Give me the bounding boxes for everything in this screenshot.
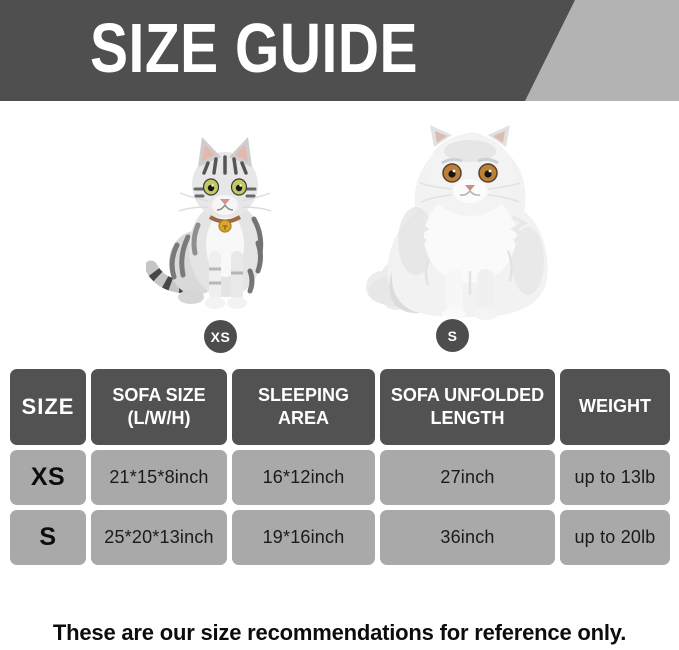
table-cell-unfolded-length-xs: 27inch bbox=[380, 450, 555, 505]
column-header-sleeping-area: SLEEPING AREA bbox=[232, 369, 375, 445]
disclaimer-text: These are our size recommendations for r… bbox=[52, 620, 627, 645]
table-cell-weight-xs: up to 13lb bbox=[560, 450, 670, 505]
table-cell-sofa-size-s: 25*20*13inch bbox=[91, 510, 227, 565]
size-badge-s-label: S bbox=[447, 327, 458, 344]
column-header-sofa-unfolded-length: SOFA UNFOLDED LENGTH bbox=[380, 369, 555, 445]
table-cell-sleeping-area-s: 19*16inch bbox=[232, 510, 375, 565]
size-badge-s: S bbox=[436, 319, 469, 352]
column-header-weight: WEIGHT bbox=[560, 369, 670, 445]
size-badge-xs: XS bbox=[204, 320, 237, 353]
persian-cat-image bbox=[358, 121, 558, 321]
tabby-kitten-image bbox=[144, 133, 300, 315]
banner-dark-shape: SIZE GUIDE bbox=[0, 0, 575, 101]
table-cell-sofa-size-xs: 21*15*8inch bbox=[91, 450, 227, 505]
column-header-sofa-size: SOFA SIZE (L/W/H) bbox=[91, 369, 227, 445]
table-cell-unfolded-length-s: 36inch bbox=[380, 510, 555, 565]
table-cell-sleeping-area-xs: 16*12inch bbox=[232, 450, 375, 505]
size-table: SIZE SOFA SIZE (L/W/H) SLEEPING AREA SOF… bbox=[10, 369, 670, 565]
size-badge-xs-label: XS bbox=[210, 328, 231, 345]
page-title: SIZE GUIDE bbox=[90, 9, 419, 88]
table-cell-size-s: S bbox=[10, 510, 86, 565]
header-banner: SIZE GUIDE bbox=[0, 0, 679, 101]
column-header-size: SIZE bbox=[10, 369, 86, 445]
table-cell-size-xs: XS bbox=[10, 450, 86, 505]
table-cell-weight-s: up to 20lb bbox=[560, 510, 670, 565]
